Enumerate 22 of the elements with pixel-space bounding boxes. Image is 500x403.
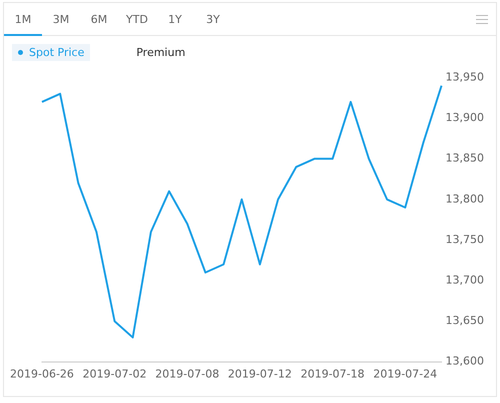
text: 1Y [167, 13, 183, 28]
x-tick-label: 2019-06-26 [10, 367, 74, 380]
x-tick-label: 2019-07-02 [82, 367, 147, 380]
y-tick-label: 13,800 [446, 192, 484, 206]
x-tick-label: 2019-07-24 [373, 367, 438, 380]
y-tick-label: 13,750 [446, 232, 484, 246]
y-tick-label: 13,700 [446, 273, 484, 286]
y-tick-label: 13,650 [446, 314, 484, 328]
text: 3M [52, 13, 70, 28]
x-tick-label: 2019-07-08 [155, 367, 220, 380]
text: 1M [4, 13, 42, 36]
legend-label: Spot Price [29, 46, 84, 59]
text: Premium [136, 46, 186, 59]
text: 6M [90, 13, 108, 28]
y-tick-label: 13,850 [446, 152, 484, 165]
y-tick-label: 13,600 [446, 354, 484, 368]
x-tick-label: 2019-07-18 [300, 367, 365, 380]
y-tick-label: 13,900 [446, 111, 484, 124]
text: 3Y [205, 13, 221, 28]
text: YTD [125, 13, 149, 28]
x-tick-label: 2019-07-12 [228, 367, 292, 380]
y-tick-label: 13,950 [446, 70, 484, 84]
